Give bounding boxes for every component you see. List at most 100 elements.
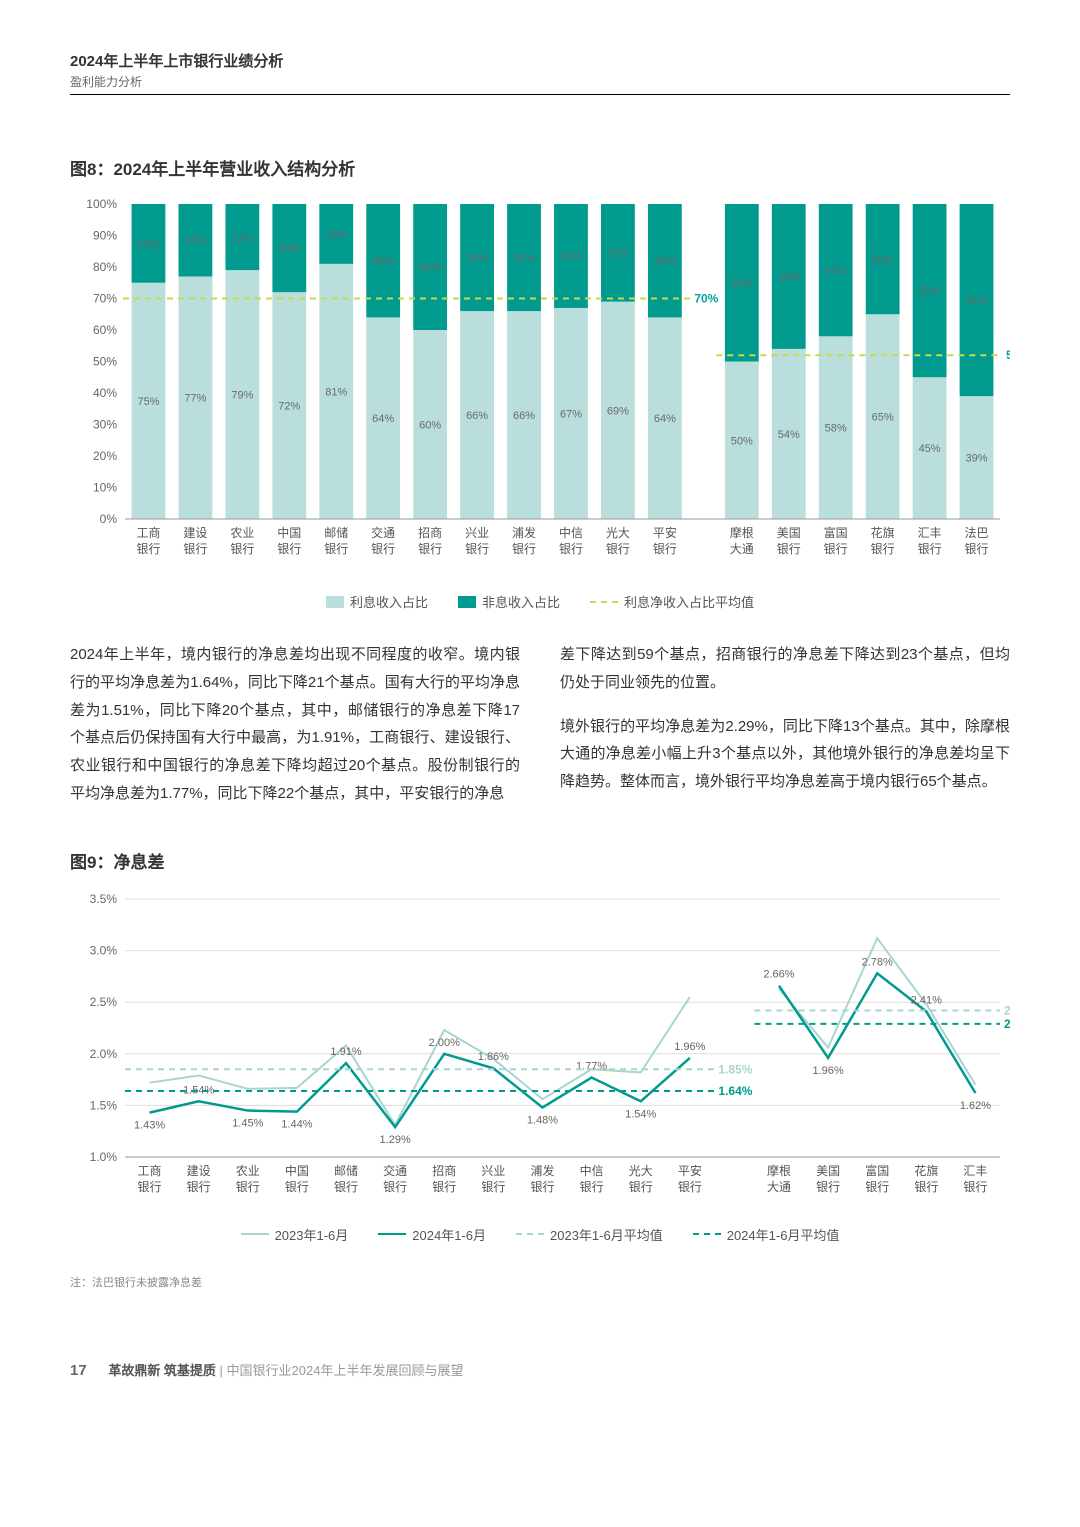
svg-text:交通: 交通 <box>383 1163 407 1178</box>
svg-text:农业: 农业 <box>230 526 254 540</box>
svg-text:80%: 80% <box>93 260 117 274</box>
svg-text:银行: 银行 <box>653 542 677 556</box>
svg-text:银行: 银行 <box>371 542 395 556</box>
legend-2024: 2024年1-6月 <box>412 1225 486 1244</box>
chart8-legend: 利息收入占比 非息收入占比 利息净收入占比平均值 <box>70 592 1010 611</box>
svg-text:1.62%: 1.62% <box>960 1100 991 1112</box>
svg-text:银行: 银行 <box>324 542 348 556</box>
svg-text:银行: 银行 <box>187 1180 211 1194</box>
svg-text:2.5%: 2.5% <box>90 995 118 1009</box>
svg-text:富国: 富国 <box>824 525 848 540</box>
svg-text:55%: 55% <box>919 286 941 298</box>
svg-text:72%: 72% <box>278 401 300 413</box>
svg-text:汇丰: 汇丰 <box>918 526 942 540</box>
svg-text:3.0%: 3.0% <box>90 943 118 957</box>
svg-text:58%: 58% <box>825 423 847 435</box>
svg-text:中国: 中国 <box>285 1163 309 1178</box>
svg-text:银行: 银行 <box>824 542 848 556</box>
body-col-1: 2024年上半年，境内银行的净息差均出现不同程度的收窄。境内银行的平均净息差为1… <box>70 641 520 808</box>
svg-text:中信: 中信 <box>580 1163 604 1178</box>
svg-text:42%: 42% <box>825 265 847 277</box>
svg-text:61%: 61% <box>966 295 988 307</box>
svg-text:银行: 银行 <box>236 1180 260 1194</box>
svg-text:1.96%: 1.96% <box>674 1040 705 1052</box>
svg-text:银行: 银行 <box>965 542 989 556</box>
svg-text:34%: 34% <box>513 253 535 265</box>
svg-text:银行: 银行 <box>432 1180 456 1194</box>
legend-avg2023: 2023年1-6月平均值 <box>550 1225 663 1244</box>
svg-text:66%: 66% <box>513 410 535 422</box>
svg-text:银行: 银行 <box>871 542 895 556</box>
svg-text:2.42%: 2.42% <box>1004 1003 1010 1017</box>
body-text: 2024年上半年，境内银行的净息差均出现不同程度的收窄。境内银行的平均净息差为1… <box>70 641 1010 808</box>
legend-2023: 2023年1-6月 <box>275 1225 349 1244</box>
svg-text:摩根: 摩根 <box>767 1163 791 1178</box>
svg-text:70%: 70% <box>694 292 718 306</box>
svg-text:1.44%: 1.44% <box>281 1118 312 1130</box>
footer-rest: | 中国银行业2024年上半年发展回顾与展望 <box>216 1363 464 1378</box>
svg-text:2.78%: 2.78% <box>862 956 893 968</box>
svg-text:银行: 银行 <box>629 1180 653 1194</box>
svg-text:花旗: 花旗 <box>914 1163 938 1178</box>
svg-text:23%: 23% <box>184 235 206 247</box>
svg-text:银行: 银行 <box>530 1180 554 1194</box>
svg-text:农业: 农业 <box>236 1164 260 1178</box>
svg-text:1.48%: 1.48% <box>527 1114 558 1126</box>
svg-text:汇丰: 汇丰 <box>963 1164 987 1178</box>
svg-text:1.85%: 1.85% <box>718 1062 752 1076</box>
chart8-title: 图8：2024年上半年营业收入结构分析 <box>70 155 1010 180</box>
svg-text:66%: 66% <box>466 410 488 422</box>
page-header: 2024年上半年上市银行业绩分析 盈利能力分析 <box>70 50 1010 95</box>
svg-text:46%: 46% <box>778 271 800 283</box>
svg-text:美国: 美国 <box>816 1164 840 1178</box>
svg-text:银行: 银行 <box>230 542 254 556</box>
legend-avg2024: 2024年1-6月平均值 <box>727 1225 840 1244</box>
svg-text:40%: 40% <box>419 262 441 274</box>
svg-text:光大: 光大 <box>629 1164 653 1178</box>
svg-text:1.86%: 1.86% <box>478 1051 509 1063</box>
svg-text:31%: 31% <box>607 248 629 260</box>
svg-text:银行: 银行 <box>383 1180 407 1194</box>
svg-text:建设: 建设 <box>187 1164 211 1178</box>
svg-text:50%: 50% <box>731 278 753 290</box>
svg-text:银行: 银行 <box>285 1180 309 1194</box>
svg-text:建设: 建设 <box>183 526 207 540</box>
svg-text:1.91%: 1.91% <box>330 1046 361 1058</box>
svg-text:邮储: 邮储 <box>334 1163 358 1178</box>
svg-text:1.45%: 1.45% <box>232 1117 263 1129</box>
svg-text:银行: 银行 <box>865 1180 889 1194</box>
header-subtitle: 盈利能力分析 <box>70 73 1010 90</box>
svg-text:1.43%: 1.43% <box>134 1119 165 1131</box>
svg-text:银行: 银行 <box>481 1180 505 1194</box>
svg-text:33%: 33% <box>560 251 582 263</box>
svg-text:28%: 28% <box>278 243 300 255</box>
svg-text:35%: 35% <box>872 254 894 266</box>
header-title: 2024年上半年上市银行业绩分析 <box>70 50 1010 71</box>
svg-text:75%: 75% <box>137 396 159 408</box>
svg-text:39%: 39% <box>966 453 988 465</box>
svg-text:兴业: 兴业 <box>481 1164 505 1178</box>
svg-text:银行: 银行 <box>277 542 301 556</box>
svg-text:50%: 50% <box>93 355 117 369</box>
svg-text:64%: 64% <box>372 413 394 425</box>
svg-text:2.66%: 2.66% <box>763 968 794 980</box>
svg-text:19%: 19% <box>325 229 347 241</box>
chart9: 1.0%1.5%2.0%2.5%3.0%3.5%工商银行建设银行农业银行中国银行… <box>70 887 1010 1207</box>
svg-text:0%: 0% <box>100 512 118 526</box>
svg-text:50%: 50% <box>731 435 753 447</box>
svg-text:银行: 银行 <box>914 1180 938 1194</box>
svg-text:美国: 美国 <box>777 526 801 540</box>
svg-text:银行: 银行 <box>963 1180 987 1194</box>
svg-text:60%: 60% <box>419 420 441 432</box>
svg-text:1.96%: 1.96% <box>812 1064 843 1076</box>
svg-text:60%: 60% <box>93 323 117 337</box>
svg-text:银行: 银行 <box>465 542 489 556</box>
svg-text:招商: 招商 <box>418 525 442 540</box>
svg-text:邮储: 邮储 <box>324 525 348 540</box>
svg-text:平安: 平安 <box>678 1163 702 1178</box>
legend-interest: 利息收入占比 <box>350 592 428 611</box>
svg-text:中信: 中信 <box>559 525 583 540</box>
chart8: 0%10%20%30%40%50%60%70%80%90%100%75%25%工… <box>70 194 1010 574</box>
svg-text:银行: 银行 <box>183 542 207 556</box>
svg-text:10%: 10% <box>93 481 117 495</box>
